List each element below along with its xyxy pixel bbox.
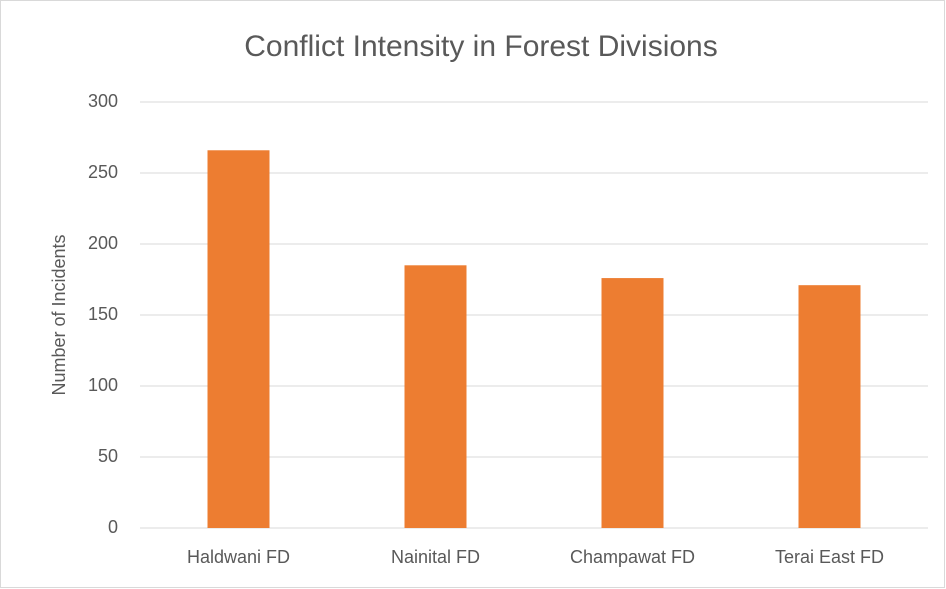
y-tick-label: 150 <box>88 304 118 324</box>
y-axis-label: Number of Incidents <box>49 234 69 395</box>
y-tick-label: 0 <box>108 517 118 537</box>
x-tick-label: Haldwani FD <box>187 547 290 567</box>
y-tick-label: 100 <box>88 375 118 395</box>
x-tick-label: Nainital FD <box>391 547 480 567</box>
bar <box>404 265 467 528</box>
x-tick-label: Champawat FD <box>570 547 695 567</box>
y-tick-label: 50 <box>98 446 118 466</box>
y-tick-label: 250 <box>88 162 118 182</box>
bar <box>798 285 861 528</box>
bar <box>207 150 270 528</box>
chart-title: Conflict Intensity in Forest Divisions <box>244 30 718 63</box>
x-tick-label: Terai East FD <box>775 547 884 567</box>
bar <box>601 278 664 528</box>
y-tick-label: 200 <box>88 233 118 253</box>
y-tick-label: 300 <box>88 91 118 111</box>
